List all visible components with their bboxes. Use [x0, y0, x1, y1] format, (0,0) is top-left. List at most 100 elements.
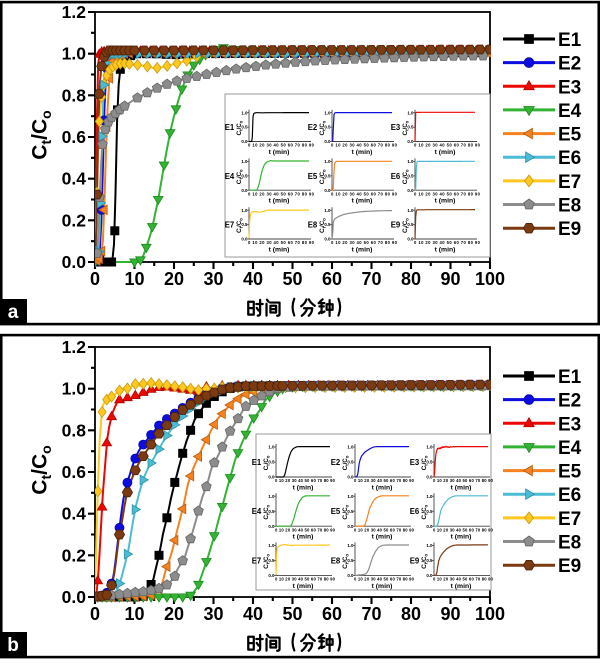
- svg-text:t (min): t (min): [352, 149, 373, 156]
- svg-text:E4: E4: [225, 172, 235, 181]
- svg-text:1.0: 1.0: [407, 110, 414, 115]
- svg-text:1.0: 1.0: [426, 445, 433, 450]
- svg-text:0 10 20 30 40 50 60 70 80 90: 0 10 20 30 40 50 60 70 80 90: [433, 478, 494, 483]
- svg-text:Ct/Co: Ct/Co: [263, 504, 271, 519]
- svg-text:0: 0: [90, 269, 100, 289]
- svg-text:E3: E3: [410, 458, 420, 467]
- svg-text:E4: E4: [558, 101, 582, 122]
- svg-text:0.0: 0.0: [62, 252, 87, 272]
- svg-text:E8: E8: [331, 556, 341, 565]
- svg-text:100: 100: [475, 604, 505, 624]
- svg-text:E1: E1: [558, 30, 582, 51]
- svg-text:0 10 20 30 40 50 60 70 80 90: 0 10 20 30 40 50 60 70 80 90: [331, 191, 398, 196]
- svg-text:0.6: 0.6: [62, 127, 87, 147]
- svg-text:t (min): t (min): [269, 149, 290, 156]
- svg-text:1.0: 1.0: [268, 494, 275, 499]
- svg-text:1.0: 1.0: [324, 159, 331, 164]
- svg-text:Ct/Co: Ct/Co: [319, 169, 327, 184]
- svg-text:0.5: 0.5: [347, 558, 354, 563]
- svg-text:t (min): t (min): [372, 484, 393, 491]
- svg-text:0.8: 0.8: [62, 85, 87, 105]
- svg-text:90: 90: [440, 604, 460, 624]
- svg-text:1.0: 1.0: [426, 494, 433, 499]
- svg-text:t (min): t (min): [451, 534, 472, 541]
- svg-text:t (min): t (min): [451, 484, 472, 491]
- svg-text:t (min): t (min): [269, 246, 290, 253]
- svg-text:1.0: 1.0: [241, 159, 248, 164]
- svg-text:0: 0: [90, 604, 100, 624]
- svg-text:t (min): t (min): [352, 198, 373, 205]
- svg-text:40: 40: [243, 604, 263, 624]
- svg-text:E7: E7: [252, 556, 262, 565]
- svg-text:0.0: 0.0: [407, 139, 414, 144]
- svg-text:t (min): t (min): [372, 583, 393, 590]
- svg-text:0 10 20 30 40 50 60 70 80 90: 0 10 20 30 40 50 60 70 80 90: [433, 527, 494, 532]
- svg-text:Ct/Co: Ct/Co: [402, 120, 410, 135]
- svg-text:20: 20: [164, 269, 184, 289]
- svg-text:1.0: 1.0: [62, 379, 87, 399]
- svg-text:0.5: 0.5: [426, 460, 433, 465]
- svg-text:E8: E8: [558, 196, 581, 217]
- svg-text:1.0: 1.0: [426, 543, 433, 548]
- svg-text:60: 60: [322, 604, 342, 624]
- svg-text:t (min): t (min): [435, 198, 456, 205]
- svg-text:0.2: 0.2: [62, 210, 87, 230]
- svg-text:0.0: 0.0: [268, 524, 275, 529]
- svg-text:t (min): t (min): [451, 583, 472, 590]
- svg-text:1.0: 1.0: [241, 110, 248, 115]
- svg-text:E4: E4: [252, 507, 262, 516]
- svg-text:0.5: 0.5: [324, 222, 331, 227]
- svg-text:t (min): t (min): [293, 484, 314, 491]
- svg-text:1.0: 1.0: [268, 445, 275, 450]
- svg-text:0 10 20 30 40 50 60 70 80 90: 0 10 20 30 40 50 60 70 80 90: [433, 577, 494, 582]
- svg-text:t (min): t (min): [293, 583, 314, 590]
- svg-text:0.5: 0.5: [268, 558, 275, 563]
- svg-text:E7: E7: [558, 172, 581, 193]
- svg-text:0.5: 0.5: [407, 173, 414, 178]
- svg-text:0.0: 0.0: [407, 188, 414, 193]
- svg-text:Ct/Co: Ct/Co: [319, 120, 327, 135]
- svg-text:E1: E1: [225, 123, 235, 132]
- svg-text:E5: E5: [558, 462, 582, 483]
- svg-text:t (min): t (min): [372, 534, 393, 541]
- svg-text:0 10 20 30 40 50 60 70 80 90: 0 10 20 30 40 50 60 70 80 90: [354, 577, 415, 582]
- svg-text:1.0: 1.0: [324, 208, 331, 213]
- svg-text:0.0: 0.0: [324, 237, 331, 242]
- svg-text:0.0: 0.0: [426, 524, 433, 529]
- svg-text:Ct/Co: Ct/Co: [263, 554, 271, 569]
- svg-text:100: 100: [475, 269, 505, 289]
- svg-text:0 10 20 30 40 50 60 70 80 90: 0 10 20 30 40 50 60 70 80 90: [414, 143, 481, 148]
- svg-text:20: 20: [164, 604, 184, 624]
- svg-text:0.5: 0.5: [241, 222, 248, 227]
- svg-text:0.0: 0.0: [268, 573, 275, 578]
- svg-text:70: 70: [361, 604, 381, 624]
- svg-text:0 10 20 30 40 50 60 70 80 90: 0 10 20 30 40 50 60 70 80 90: [414, 240, 481, 245]
- svg-text:0.5: 0.5: [426, 509, 433, 514]
- svg-text:Ct/Co: Ct/Co: [402, 169, 410, 184]
- svg-text:a: a: [8, 302, 19, 323]
- svg-text:40: 40: [243, 269, 263, 289]
- svg-text:E2: E2: [308, 123, 318, 132]
- svg-text:E2: E2: [558, 391, 581, 412]
- svg-text:0.2: 0.2: [62, 545, 87, 565]
- svg-text:50: 50: [282, 269, 302, 289]
- svg-text:E5: E5: [331, 507, 341, 516]
- svg-text:10: 10: [124, 269, 144, 289]
- svg-text:0 10 20 30 40 50 60 70 80 90: 0 10 20 30 40 50 60 70 80 90: [248, 143, 315, 148]
- svg-text:E5: E5: [558, 125, 582, 146]
- svg-text:Ct/Co: Ct/Co: [29, 445, 55, 494]
- svg-text:0.0: 0.0: [268, 475, 275, 480]
- svg-text:t (min): t (min): [435, 149, 456, 156]
- svg-text:1.0: 1.0: [407, 208, 414, 213]
- svg-text:E3: E3: [558, 414, 581, 435]
- svg-text:70: 70: [361, 269, 381, 289]
- svg-text:Ct/Co: Ct/Co: [421, 455, 429, 470]
- svg-text:t (min): t (min): [293, 534, 314, 541]
- svg-text:t (min): t (min): [352, 246, 373, 253]
- svg-text:Ct/Co: Ct/Co: [236, 169, 244, 184]
- svg-text:0.5: 0.5: [241, 173, 248, 178]
- svg-text:0.4: 0.4: [62, 169, 87, 189]
- svg-text:E3: E3: [391, 123, 401, 132]
- svg-text:0 10 20 30 40 50 60 70 80 90: 0 10 20 30 40 50 60 70 80 90: [331, 143, 398, 148]
- svg-text:0 10 20 30 40 50 60 70 80 90: 0 10 20 30 40 50 60 70 80 90: [248, 240, 315, 245]
